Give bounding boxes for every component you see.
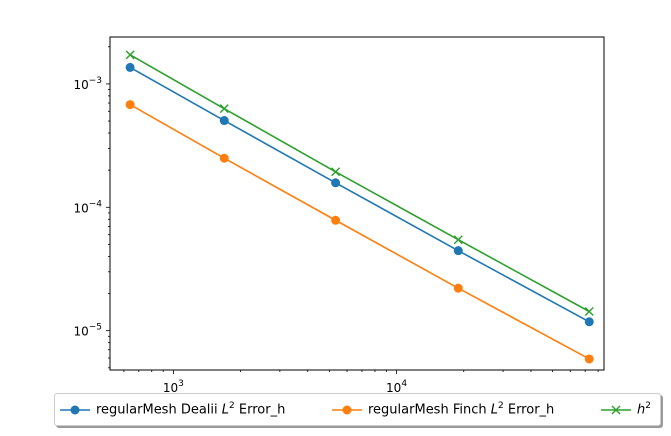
series-0-point-2 [331,178,341,188]
legend-swatch-h2 [601,405,631,414]
legend-label-dealii: regularMesh Dealii L2 Error_h [96,401,286,418]
legend-label-h2: h2 [637,401,651,418]
series-0-point-1 [219,116,229,126]
series-1-point-1 [219,153,229,163]
series-0-point-3 [453,246,463,256]
legend-entry-h2: h2 [601,394,651,425]
series-1-point-3 [453,283,463,293]
legend-label-finch: regularMesh Finch L2 Error_h [368,401,555,418]
y-tick-label-2: 10−3 [73,76,102,92]
series-1 [125,100,594,364]
y-tick-label-1: 10−4 [73,199,102,215]
x-tick-label-0: 103 [163,379,184,395]
y-tick-label-0: 10−5 [73,323,102,339]
legend-swatch-dealii [60,405,90,414]
series-2-point-2 [331,167,341,177]
y-axis: 10−5 10−4 10−3 [73,46,110,369]
legend-entry-finch: regularMesh Finch L2 Error_h [332,394,554,425]
point-stroke [331,167,341,177]
x-axis: 103 104 [123,370,599,395]
series-1-point-2 [331,215,341,225]
series-0-point-0 [125,62,135,72]
point-stroke [219,104,229,114]
series-2-point-3 [453,235,463,245]
series-2 [125,50,594,317]
legend: regularMesh Dealii L2 Error_h regularMes… [54,393,661,426]
plot-area [109,36,605,371]
x-tick-label-1: 104 [386,379,407,395]
series-0 [125,62,594,327]
series-layer [125,50,594,364]
series-2-point-0 [125,50,135,60]
point-stroke [125,50,135,60]
series-1-point-4 [584,354,594,364]
point-stroke [453,235,463,245]
series-2-point-1 [219,104,229,114]
legend-entry-dealii: regularMesh Dealii L2 Error_h [60,394,285,425]
series-0-point-4 [584,317,594,327]
series-2-point-4 [584,307,594,317]
point-stroke [584,307,594,317]
series-1-point-0 [125,100,135,110]
legend-swatch-finch [332,405,362,414]
